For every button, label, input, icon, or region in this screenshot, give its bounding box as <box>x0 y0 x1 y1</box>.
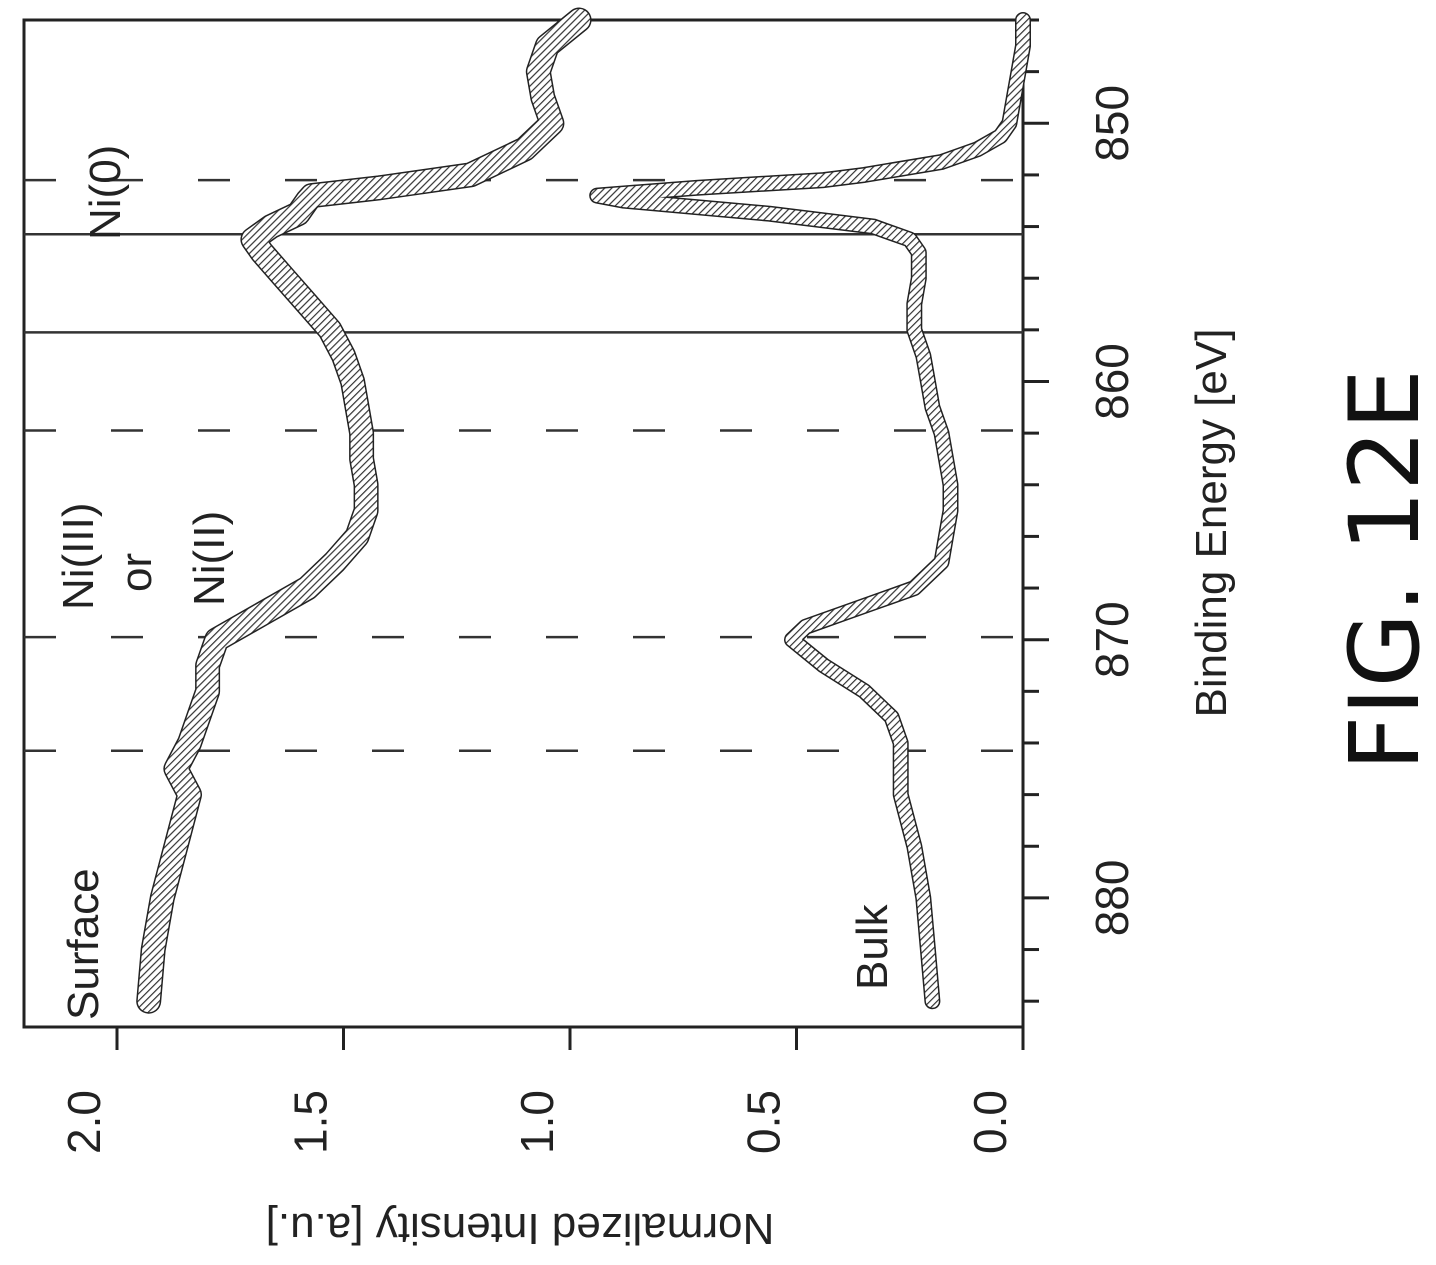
y-tick-label: 2.0 <box>58 1090 110 1154</box>
y-tick-label: 1.5 <box>285 1090 337 1154</box>
annotation-ni3: Ni(III) <box>54 502 103 610</box>
figure-label: FIG. 12E <box>1329 369 1436 771</box>
series-outline-bulk <box>589 12 1031 1010</box>
y-tick-label: 0.0 <box>964 1090 1016 1154</box>
x-tick-label: 850 <box>1086 85 1138 162</box>
x-axis-title: Binding Energy [eV] <box>1187 329 1236 718</box>
annotation-or: or <box>112 553 161 592</box>
y-axis-title: Normalized Intensity [a.u.] <box>266 1204 775 1253</box>
x-tick-label: 880 <box>1086 860 1138 937</box>
reference-lines <box>24 178 1023 752</box>
annotation-ni0: Ni(0) <box>81 145 130 240</box>
series-layer <box>136 7 1031 1014</box>
annotation-bulk: Bulk <box>848 903 897 990</box>
y-tick-label: 0.5 <box>738 1090 790 1154</box>
annotation-surface: Surface <box>59 868 108 1020</box>
x-tick-label: 870 <box>1086 601 1138 678</box>
y-tick-label: 1.0 <box>511 1090 563 1154</box>
series-line-bulk <box>590 13 1030 1008</box>
series-line-surface <box>137 9 591 1013</box>
x-tick-label: 860 <box>1086 343 1138 420</box>
annotation-ni2: Ni(II) <box>185 511 234 606</box>
plot-frame <box>22 18 1025 1029</box>
